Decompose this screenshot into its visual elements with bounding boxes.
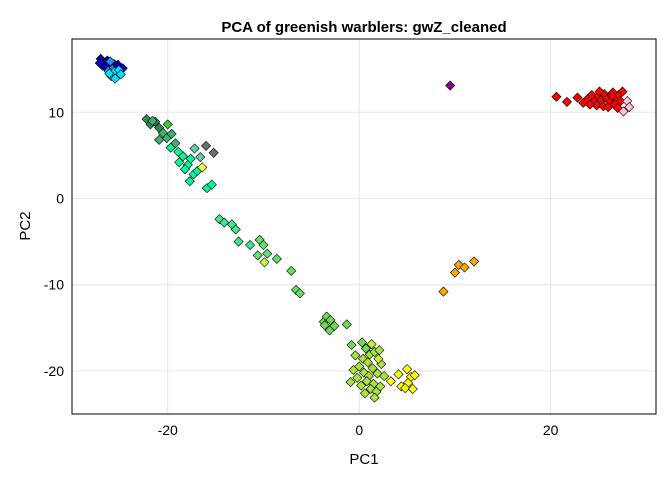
data-point — [358, 353, 369, 364]
data-point — [259, 257, 270, 268]
data-point — [230, 224, 241, 235]
data-point — [110, 73, 121, 84]
data-point — [262, 248, 273, 259]
data-point — [375, 381, 386, 392]
data-point — [379, 371, 390, 382]
data-point — [178, 151, 189, 162]
y-axis-label: PC2 — [17, 211, 34, 240]
data-point — [115, 69, 126, 80]
y-tick-label: -10 — [44, 277, 64, 293]
x-tick-label: 0 — [355, 422, 363, 438]
chart-title: PCA of greenish warblers: gwZ_cleaned — [221, 19, 506, 36]
data-point — [367, 363, 378, 374]
y-tick-labels: -20 -10 0 10 — [44, 104, 64, 379]
data-point — [208, 147, 219, 158]
data-point — [469, 256, 480, 267]
data-point — [195, 152, 206, 163]
data-point — [252, 250, 263, 261]
data-point — [258, 240, 269, 251]
data-point — [373, 353, 384, 364]
data-point — [166, 128, 177, 139]
data-point — [294, 288, 305, 299]
x-tick-label: -20 — [158, 422, 178, 438]
y-tick-label: 0 — [56, 190, 64, 206]
data-point — [219, 217, 230, 228]
data-point — [105, 56, 116, 67]
data-point — [179, 164, 190, 175]
data-point — [319, 320, 330, 331]
data-point — [606, 90, 617, 101]
data-point — [551, 91, 562, 102]
y-tick-label: 10 — [48, 104, 64, 120]
data-point — [617, 86, 628, 97]
data-point — [197, 162, 208, 173]
data-point — [154, 134, 165, 145]
data-point — [94, 58, 105, 69]
data-point — [561, 96, 572, 107]
data-points — [94, 53, 635, 403]
data-point — [165, 142, 176, 153]
data-point — [201, 140, 212, 151]
data-point — [324, 325, 335, 336]
data-point — [357, 337, 368, 348]
data-point — [445, 80, 456, 91]
data-point — [233, 236, 244, 247]
data-point — [449, 267, 460, 278]
data-point — [325, 315, 336, 326]
data-point — [286, 265, 297, 276]
data-point — [350, 350, 361, 361]
data-point — [624, 102, 635, 113]
grid-lines — [72, 39, 656, 414]
data-point — [185, 153, 196, 164]
data-point — [356, 380, 367, 391]
data-point — [104, 68, 115, 79]
data-point — [584, 99, 595, 110]
data-point — [348, 365, 359, 376]
data-point — [366, 339, 377, 350]
data-point — [612, 102, 623, 113]
data-point — [400, 383, 411, 394]
data-point — [407, 383, 418, 395]
data-point — [184, 176, 195, 187]
data-point — [345, 377, 356, 388]
data-point — [393, 369, 404, 380]
data-point — [359, 388, 370, 399]
data-point — [572, 92, 583, 103]
data-point — [360, 343, 371, 354]
data-point — [385, 376, 396, 387]
x-tick-label: 20 — [543, 422, 559, 438]
data-point — [174, 157, 185, 168]
data-point — [147, 115, 158, 126]
data-point — [346, 340, 357, 351]
y-tick-label: -20 — [44, 363, 64, 379]
data-point — [352, 372, 363, 383]
data-point — [372, 368, 383, 379]
data-point — [354, 361, 365, 372]
data-point — [402, 364, 413, 375]
data-point — [362, 357, 373, 368]
x-tick-labels: -20 0 20 — [158, 422, 559, 438]
data-point — [206, 179, 217, 190]
x-axis-label: PC1 — [349, 451, 378, 468]
data-point — [459, 262, 470, 273]
data-point — [594, 86, 605, 97]
data-point — [189, 143, 200, 154]
data-point — [341, 319, 352, 330]
plot-frame — [71, 38, 657, 415]
data-point — [369, 392, 380, 403]
data-point — [438, 286, 449, 297]
data-point — [271, 253, 282, 264]
data-point — [618, 106, 629, 117]
data-point — [162, 119, 173, 130]
data-point — [245, 240, 256, 251]
data-point — [409, 370, 420, 381]
